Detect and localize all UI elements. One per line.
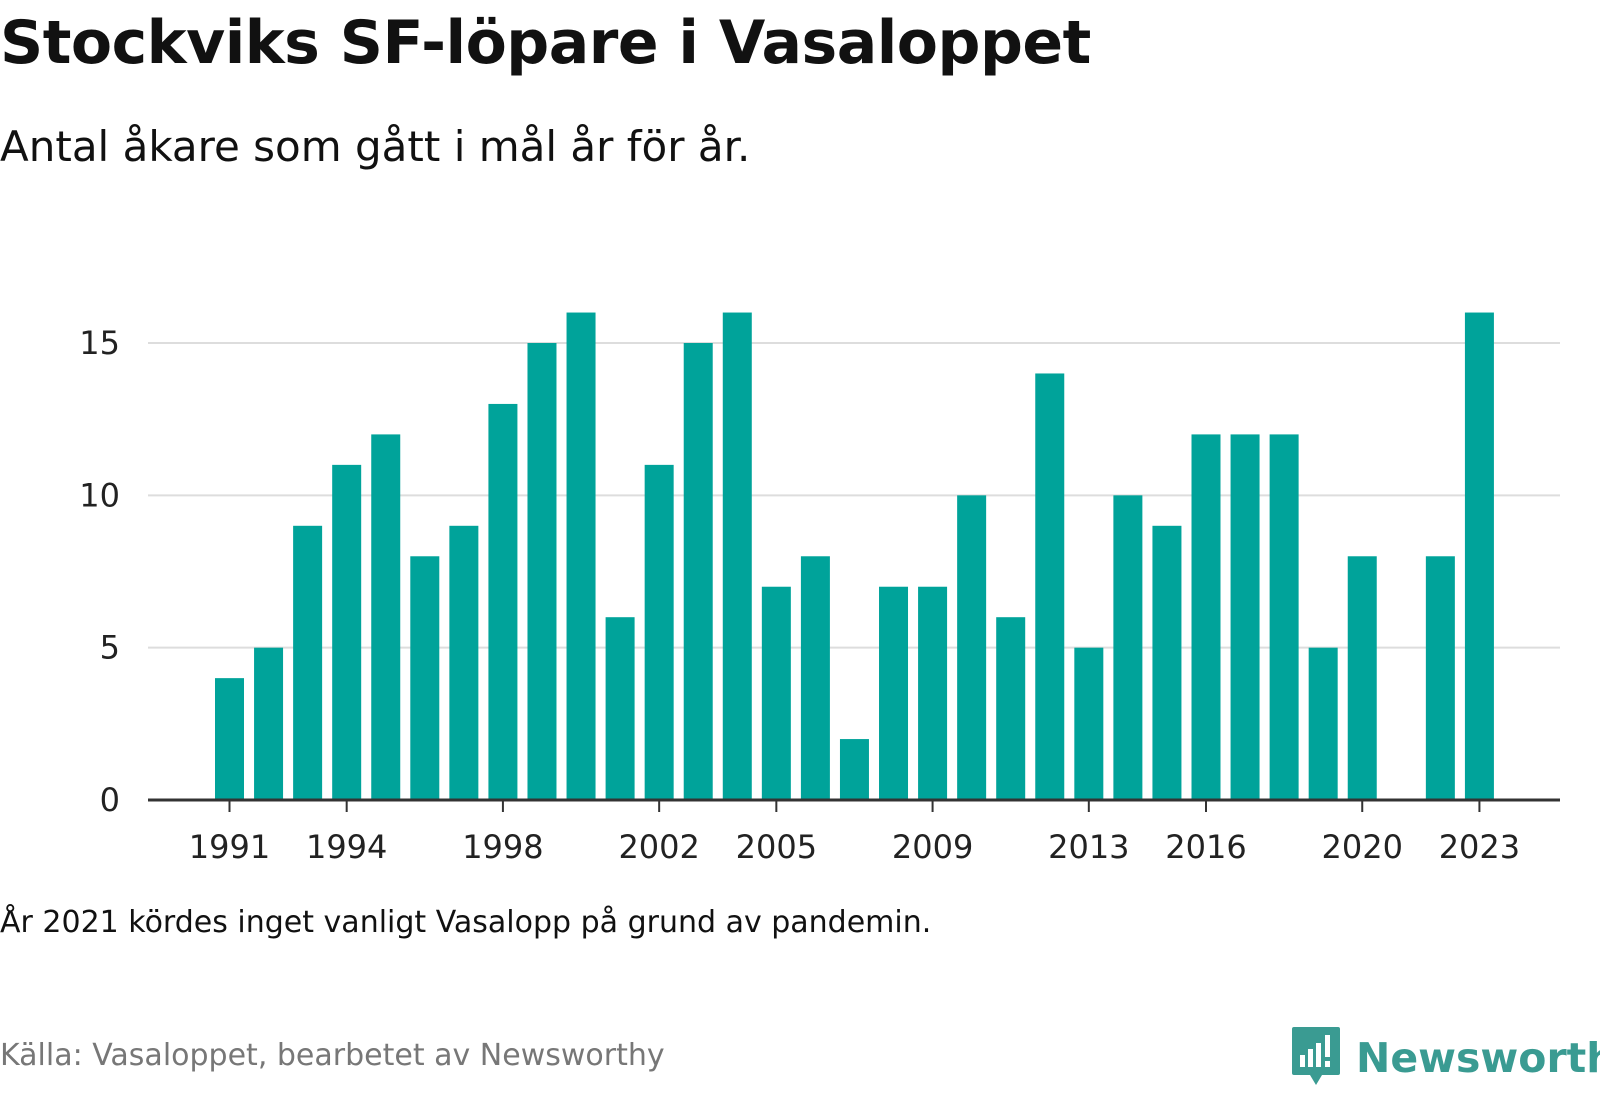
bar-2018 <box>1269 434 1299 800</box>
bar-2013 <box>1074 647 1104 800</box>
bar-2011 <box>996 617 1026 800</box>
bar-2014 <box>1113 495 1143 800</box>
bar-2010 <box>957 495 987 800</box>
bar-2015 <box>1152 525 1182 800</box>
x-tick-label: 2020 <box>1322 828 1403 866</box>
bar-2005 <box>761 586 791 800</box>
newsworthy-logo-text: Newsworthy <box>1356 1034 1600 1082</box>
bar-1994 <box>332 464 362 800</box>
bar-chart: 0 5 10 15 1991 1994 1998 2002 2005 2009 2013 2016 2… <box>79 312 1560 866</box>
bar-2004 <box>722 312 752 800</box>
y-tick-label: 15 <box>79 324 120 362</box>
bar-1995 <box>371 434 401 800</box>
x-axis-tick-labels: 1991 1994 1998 2002 2005 2009 2013 2016 2020 2023 <box>189 828 1520 866</box>
y-tick-label: 5 <box>100 629 120 667</box>
chart-subtitle: Antal åkare som gått i mål år för år. <box>0 122 751 171</box>
bar-1997 <box>449 525 479 800</box>
x-tick-label: 2023 <box>1439 828 1520 866</box>
bar-2016 <box>1191 434 1221 800</box>
chart-title: Stockviks SF-löpare i Vasaloppet <box>0 8 1091 78</box>
x-axis <box>148 798 1560 812</box>
source-credit: Källa: Vasaloppet, bearbetet av Newswort… <box>0 1038 665 1073</box>
x-tick-label: 2009 <box>892 828 973 866</box>
bar-2002 <box>644 464 674 800</box>
x-tick-label: 1991 <box>189 828 270 866</box>
footnote: År 2021 kördes inget vanligt Vasalopp på… <box>0 905 932 940</box>
newsworthy-logo-icon <box>1292 1027 1340 1085</box>
y-tick-label: 10 <box>79 476 120 514</box>
y-tick-label: 0 <box>100 781 120 819</box>
x-tick-label: 2002 <box>618 828 699 866</box>
bar-2008 <box>879 586 909 800</box>
bar-1996 <box>410 556 440 800</box>
bar-1998 <box>488 403 518 800</box>
bar-2009 <box>918 586 948 800</box>
bar-2017 <box>1230 434 1260 800</box>
bar-1999 <box>527 343 557 800</box>
bar-2012 <box>1035 373 1065 800</box>
bar-1993 <box>293 525 323 800</box>
bar-1992 <box>254 647 284 800</box>
x-tick-label: 2016 <box>1165 828 1246 866</box>
bar-2007 <box>839 739 869 800</box>
bar-2001 <box>605 617 635 800</box>
y-axis-tick-labels: 0 5 10 15 <box>79 324 120 819</box>
bar-2019 <box>1308 647 1338 800</box>
bar-2003 <box>683 343 713 800</box>
bar-2022 <box>1425 556 1455 800</box>
bar-2023 <box>1464 312 1494 800</box>
newsworthy-logo: Newsworthy <box>1290 1025 1600 1091</box>
bar-2020 <box>1347 556 1377 800</box>
x-tick-label: 1994 <box>306 828 387 866</box>
bars <box>215 312 1494 800</box>
x-tick-label: 1998 <box>462 828 543 866</box>
bar-2006 <box>800 556 830 800</box>
x-tick-label: 2005 <box>736 828 817 866</box>
bar-1991 <box>215 678 244 800</box>
x-tick-label: 2013 <box>1048 828 1129 866</box>
bar-2000 <box>566 312 596 800</box>
